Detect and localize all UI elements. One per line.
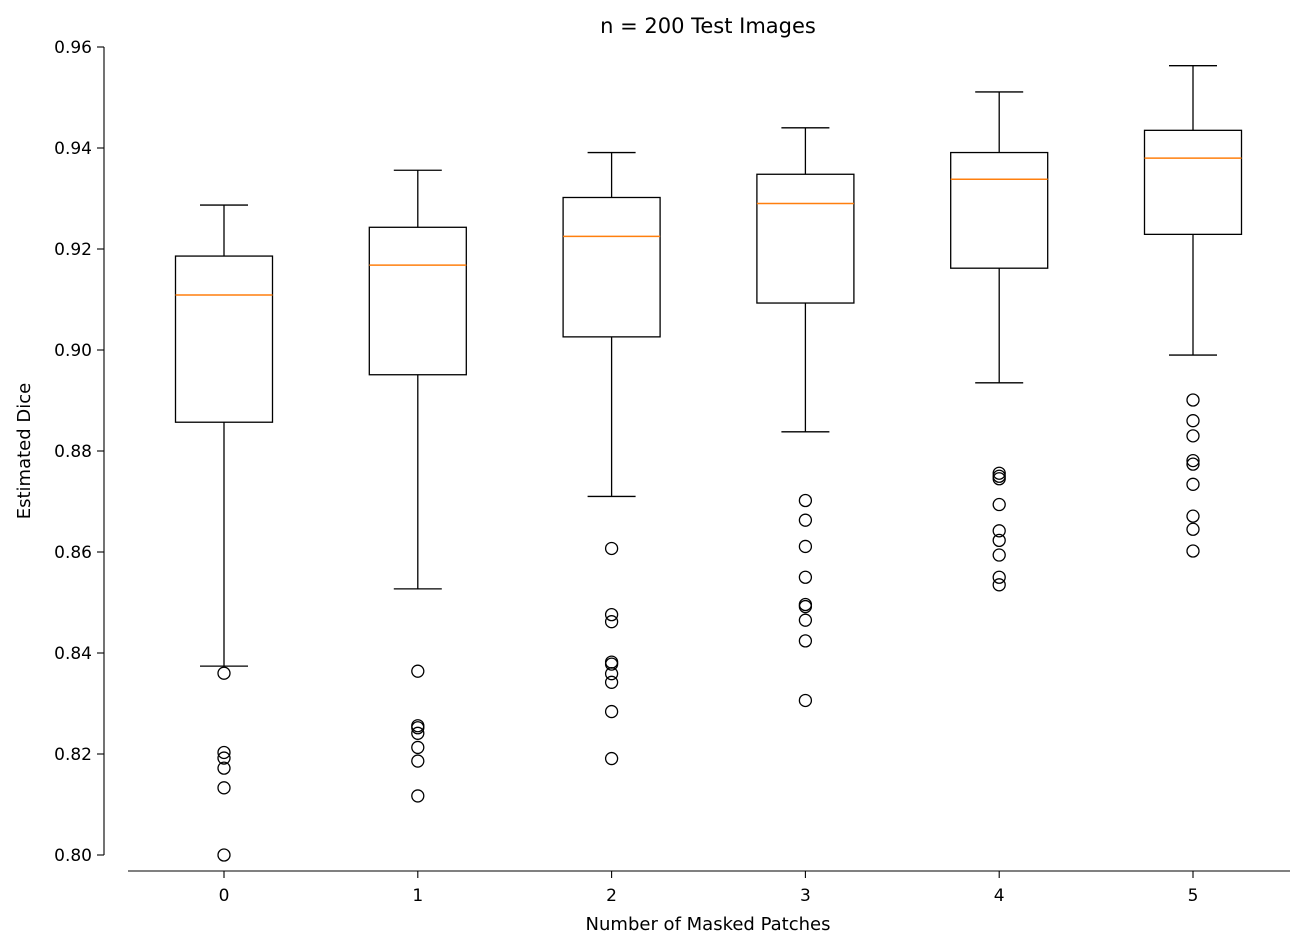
y-tick-label: 0.90 — [54, 341, 92, 361]
x-tick-label: 1 — [412, 886, 423, 906]
y-axis: 0.80 0.82 0.84 0.86 0.88 0.90 0.92 0.94 0.96 — [54, 38, 105, 866]
outlier-point — [992, 578, 1006, 592]
x-tick-label: 4 — [994, 886, 1005, 906]
box-group-1 — [368, 169, 467, 803]
outlier-point — [604, 541, 619, 556]
box-group-0 — [174, 204, 274, 862]
y-tick-label: 0.94 — [54, 139, 92, 159]
x-tick-label: 5 — [1188, 886, 1199, 906]
outlier-point — [992, 570, 1006, 584]
outlier-point — [1186, 429, 1200, 443]
x-tick-label: 3 — [800, 886, 811, 906]
outlier-point — [992, 466, 1006, 480]
outlier-point — [1186, 414, 1200, 428]
outlier-point — [798, 634, 813, 648]
outlier-point — [604, 704, 619, 719]
outlier-point — [992, 469, 1006, 483]
y-tick-label: 0.80 — [54, 846, 92, 866]
iqr-box — [368, 226, 467, 376]
box-group-4 — [950, 91, 1049, 592]
outlier-point — [1186, 453, 1200, 468]
outlier-point — [411, 721, 425, 735]
y-tick-label: 0.88 — [54, 442, 92, 462]
iqr-box — [756, 173, 855, 304]
y-tick-label: 0.84 — [54, 644, 92, 664]
outlier-point — [798, 599, 813, 614]
iqr-box — [1143, 129, 1243, 236]
outlier-point — [992, 524, 1006, 538]
x-axis-label: Number of Masked Patches — [586, 914, 831, 935]
y-tick-label: 0.82 — [54, 745, 92, 765]
outlier-point — [604, 751, 619, 766]
outlier-point — [1186, 393, 1200, 407]
y-tick-label: 0.92 — [54, 240, 92, 260]
box-group-3 — [756, 127, 855, 708]
outlier-point — [217, 745, 231, 760]
outlier-point — [604, 657, 619, 671]
outlier-point — [1186, 544, 1200, 558]
y-axis-label: Estimated Dice — [14, 383, 35, 520]
outlier-point — [411, 664, 425, 678]
outlier-point — [1186, 457, 1200, 471]
outlier-point — [992, 533, 1006, 548]
x-tick-label: 2 — [606, 886, 617, 906]
boxes-layer — [174, 65, 1243, 862]
iqr-box — [562, 196, 661, 338]
iqr-box — [174, 255, 274, 423]
outlier-point — [217, 848, 231, 862]
outlier-point — [1186, 522, 1200, 536]
outlier-point — [604, 607, 619, 622]
outlier-point — [217, 666, 231, 680]
outlier-point — [604, 675, 619, 689]
outlier-point — [217, 781, 231, 795]
chart-title: n = 200 Test Images — [600, 14, 816, 38]
outlier-point — [992, 472, 1006, 486]
outlier-point — [798, 539, 813, 554]
outlier-point — [1186, 509, 1200, 523]
box-group-5 — [1143, 65, 1243, 558]
outlier-point — [411, 754, 425, 768]
outlier-point — [1186, 477, 1200, 491]
iqr-box — [950, 151, 1049, 269]
outlier-point — [798, 570, 813, 584]
outlier-point — [411, 789, 425, 803]
outlier-point — [798, 693, 813, 708]
x-axis: 0 1 2 3 4 5 — [128, 870, 1290, 906]
outlier-point — [798, 613, 813, 627]
outlier-point — [992, 548, 1006, 562]
outlier-point — [798, 513, 813, 527]
y-tick-label: 0.86 — [54, 543, 92, 563]
outlier-point — [217, 761, 231, 775]
outlier-point — [411, 726, 425, 740]
y-tick-label: 0.96 — [54, 38, 92, 58]
outlier-point — [604, 615, 619, 629]
outlier-point — [798, 493, 813, 508]
outlier-point — [217, 751, 231, 765]
outlier-point — [992, 497, 1006, 512]
box-group-2 — [562, 151, 661, 766]
outlier-point — [604, 667, 619, 681]
x-tick-label: 0 — [219, 886, 230, 906]
outlier-point — [411, 740, 425, 755]
